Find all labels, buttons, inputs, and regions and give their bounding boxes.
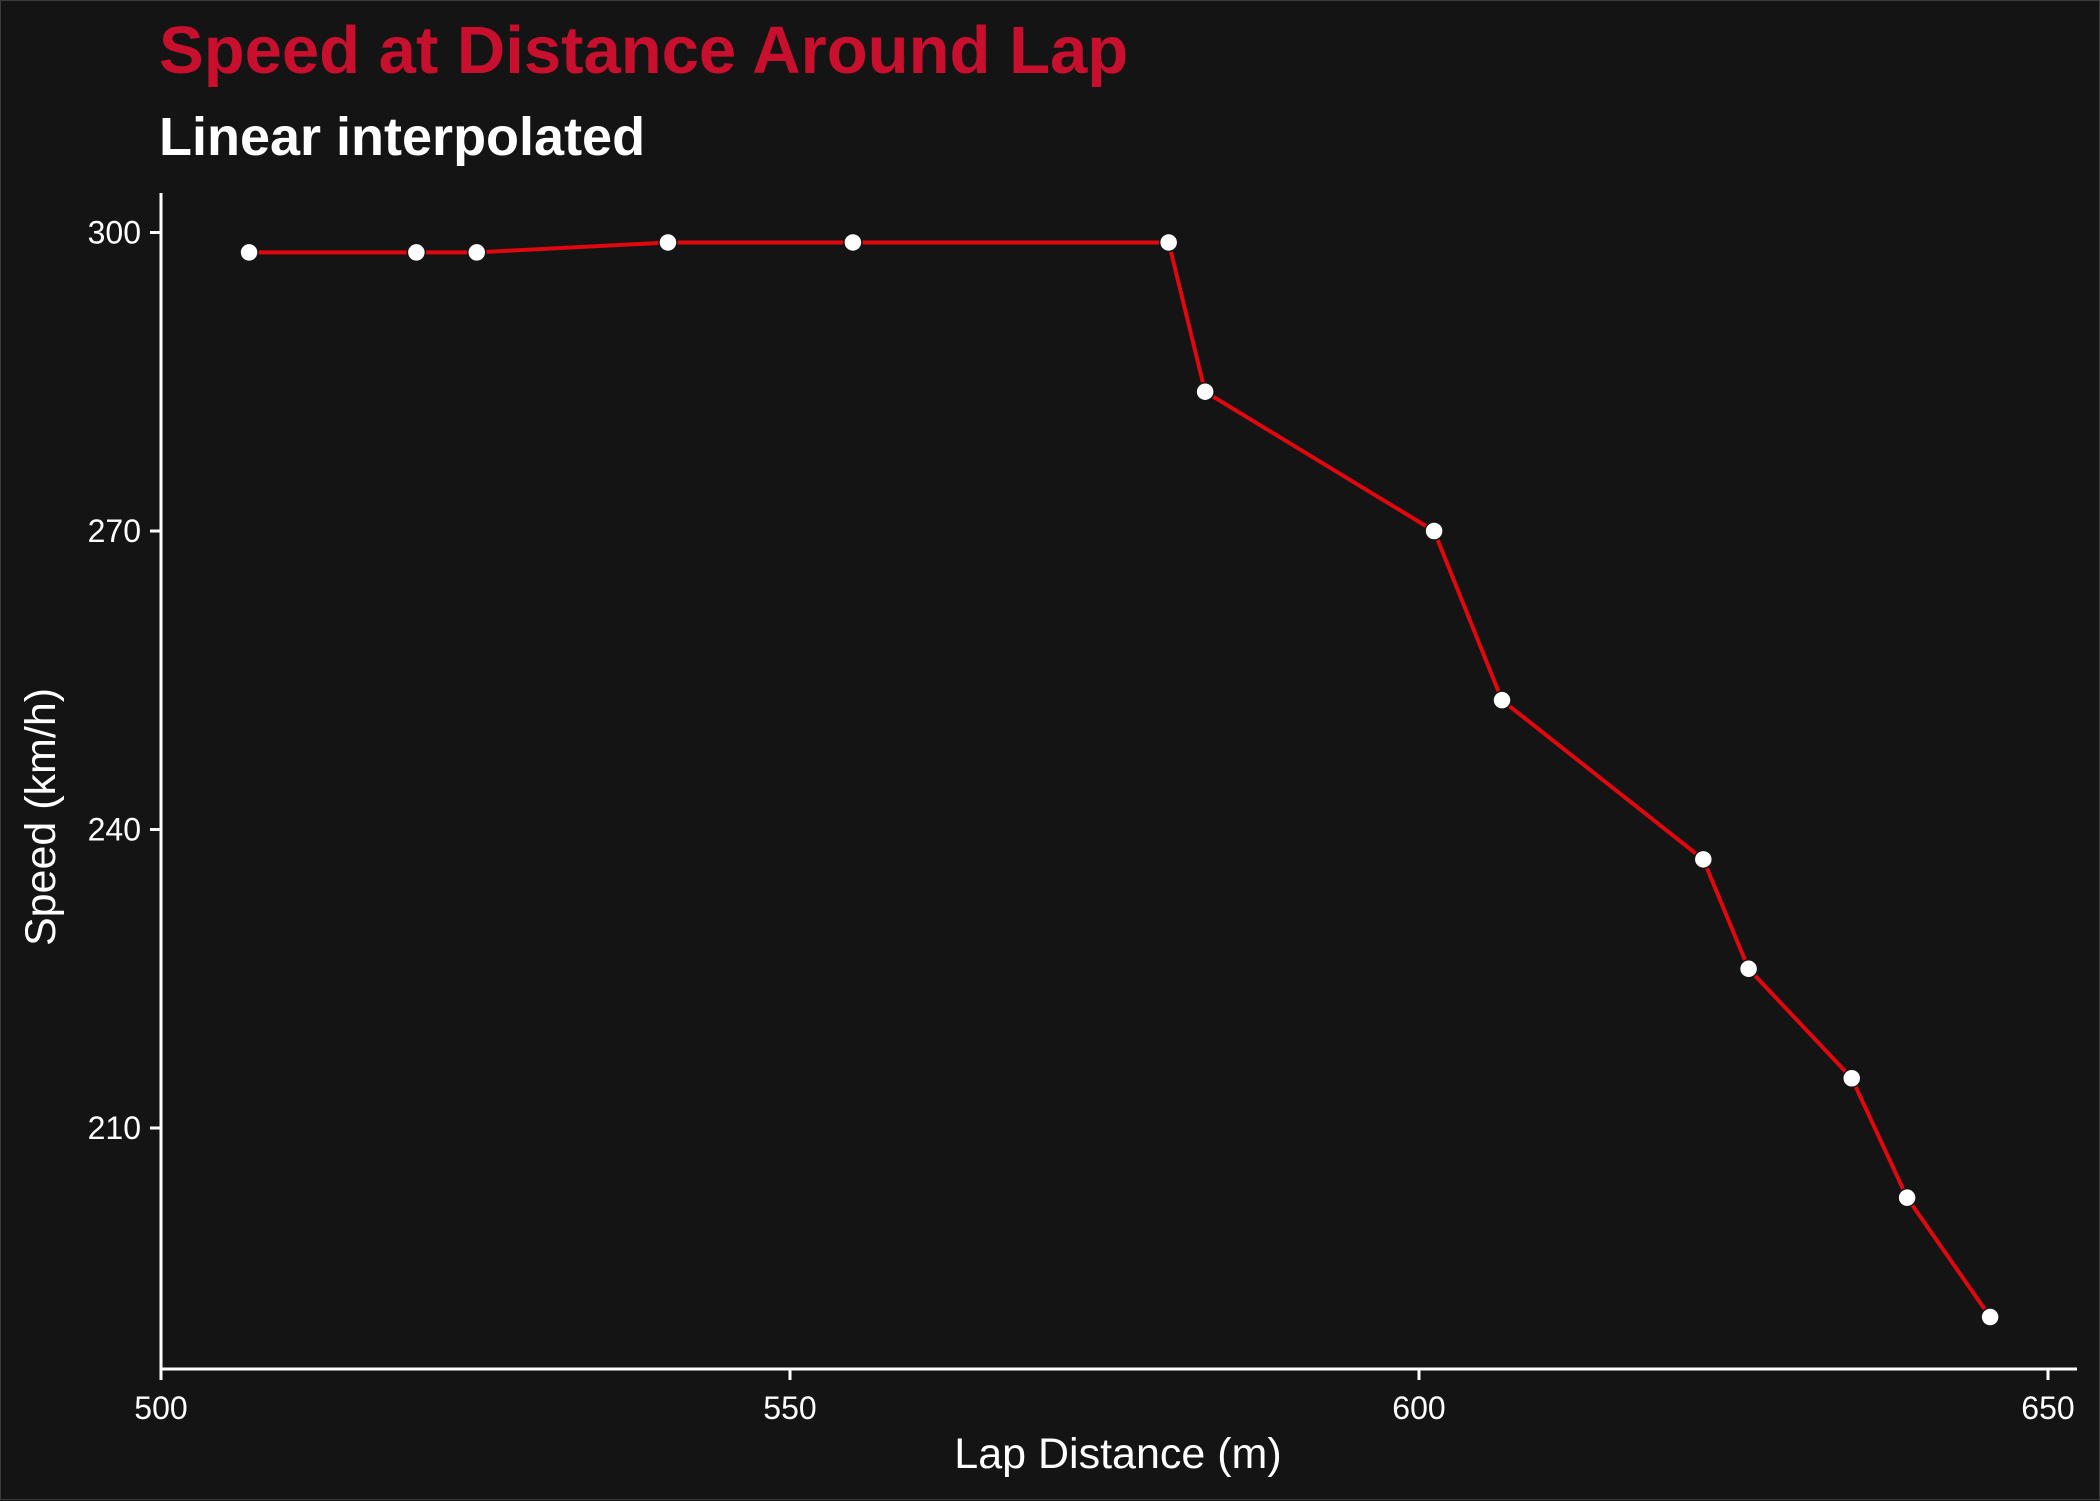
data-point [406, 242, 427, 263]
chart-subtitle: Linear interpolated [159, 107, 645, 167]
axes: 500 550 600 650 210 240 270 300 [88, 193, 2077, 1426]
y-axis-title: Speed (km/h) [17, 688, 65, 946]
data-point [1424, 521, 1444, 541]
data-point [1842, 1068, 1862, 1088]
data-point [1897, 1187, 1917, 1208]
y-tick-label: 210 [88, 1110, 141, 1146]
series-line [249, 240, 1992, 1319]
y-tick-label: 240 [88, 812, 141, 848]
data-point [1738, 959, 1759, 979]
plot-area [239, 232, 2000, 1327]
chart-title: Speed at Distance Around Lap [159, 13, 1128, 88]
x-tick-label: 550 [763, 1390, 816, 1426]
y-tick-label: 300 [88, 215, 141, 251]
x-tick-label: 500 [134, 1390, 187, 1426]
data-point [239, 242, 259, 263]
data-point [467, 242, 487, 263]
data-point [1980, 1307, 2000, 1327]
x-axis-title: Lap Distance (m) [954, 1430, 1281, 1478]
data-point [1195, 381, 1215, 402]
x-tick-label: 600 [1392, 1390, 1445, 1426]
y-tick-label: 270 [88, 513, 141, 549]
x-tick-label: 650 [2021, 1390, 2074, 1426]
data-point [1158, 232, 1179, 253]
data-point [1492, 690, 1512, 710]
data-point [843, 232, 863, 253]
data-point [658, 232, 678, 253]
data-point [1693, 849, 1714, 870]
